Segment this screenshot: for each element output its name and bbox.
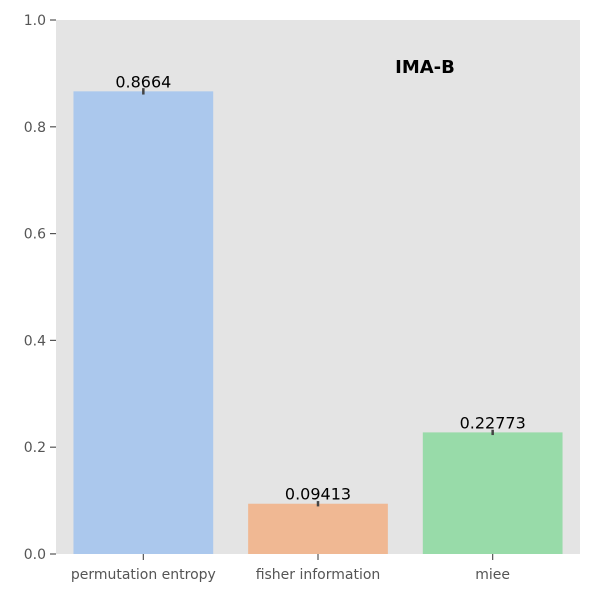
x-tick-label: permutation entropy bbox=[71, 567, 216, 583]
x-tick-label: miee bbox=[475, 567, 510, 583]
y-tick-label: 0.0 bbox=[24, 547, 46, 563]
bar-miee bbox=[422, 432, 563, 554]
y-axis: 0.0 0.2 0.4 0.6 0.8 1.0 bbox=[24, 13, 56, 563]
data-label: 0.8664 bbox=[115, 72, 171, 91]
bars: 0.8664 0.09413 0.22773 bbox=[73, 72, 563, 554]
data-label: 0.22773 bbox=[460, 413, 526, 432]
x-tick-label: fisher information bbox=[256, 567, 381, 583]
chart-title: IMA-B bbox=[395, 57, 455, 78]
y-tick-label: 1.0 bbox=[24, 13, 46, 29]
y-tick-label: 0.8 bbox=[24, 120, 46, 136]
bar-permutation-entropy bbox=[73, 91, 214, 554]
y-tick-label: 0.6 bbox=[24, 227, 46, 243]
x-axis: permutation entropy fisher information mie… bbox=[71, 554, 510, 583]
data-label: 0.09413 bbox=[285, 485, 351, 504]
y-tick-label: 0.4 bbox=[24, 333, 46, 349]
bar-fisher-information bbox=[248, 503, 388, 554]
y-tick-label: 0.2 bbox=[24, 440, 46, 456]
